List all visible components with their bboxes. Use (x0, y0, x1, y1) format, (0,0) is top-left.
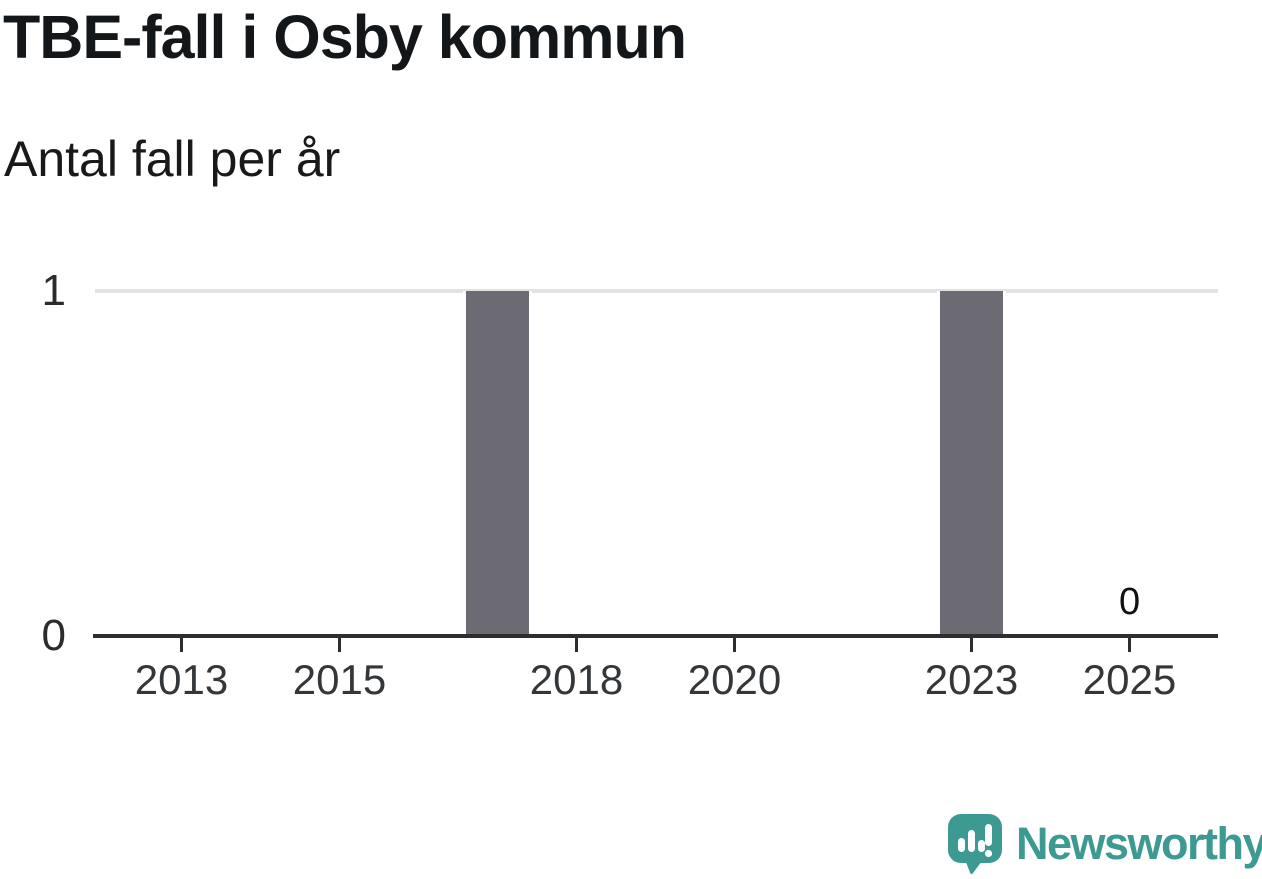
newsworthy-logo-icon (947, 813, 1003, 875)
x-tick-label-2018: 2018 (529, 656, 624, 703)
newsworthy-brand-name: Newsworthy (1016, 818, 1262, 869)
x-tick-mark-2025 (1128, 638, 1132, 652)
x-tick-mark-2015 (337, 638, 341, 652)
x-tick-label-2015: 2015 (292, 656, 387, 703)
chart-subtitle: Antal fall per år (4, 131, 341, 187)
newsworthy-logo: Newsworthy (947, 813, 1262, 875)
y-tick-label-0: 0 (41, 611, 66, 660)
x-tick-mark-2023 (970, 638, 973, 652)
x-tick-label-2020: 2020 (687, 656, 782, 703)
x-tick-mark-2013 (179, 638, 183, 652)
x-tick-label-2025: 2025 (1082, 656, 1177, 703)
x-tick-label-2023: 2023 (924, 656, 1019, 703)
x-axis-line (93, 634, 1218, 638)
x-tick-label-2013: 2013 (134, 656, 229, 703)
x-tick-mark-2020 (733, 638, 736, 652)
bar-2023 (940, 291, 1003, 636)
y-tick-label-1: 1 (41, 266, 66, 315)
last-value-label: 0 (1118, 581, 1141, 623)
x-tick-mark-2018 (574, 638, 578, 652)
gridline-y1 (95, 289, 1218, 293)
bar-2017 (465, 291, 529, 636)
chart-title: TBE-fall i Osby kommun (3, 3, 687, 71)
